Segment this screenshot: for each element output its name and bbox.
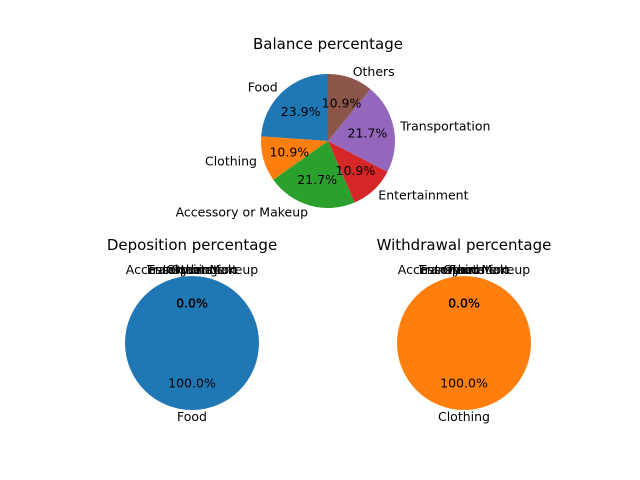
label-clothing: Clothing: [205, 153, 257, 168]
percent-transportation: 21.7%: [348, 125, 388, 140]
percent-entertainment: 10.9%: [336, 163, 376, 178]
pie-labels: Food 0.0% Clothing 100.0% Accessory or Makeu…: [398, 262, 531, 424]
percent-others: 10.9%: [322, 96, 362, 111]
label-accessory-or-makeup: Accessory or Makeup: [126, 262, 259, 277]
percent-food: 100.0%: [168, 376, 216, 391]
pie-wedges: [261, 74, 396, 208]
label-accessory-or-makeup: Accessory or Makeup: [176, 205, 309, 220]
wedge-others: [328, 74, 371, 141]
percent-accessory-or-makeup: 21.7%: [297, 172, 337, 187]
label-others: Others: [353, 64, 395, 79]
pie-wedges: [125, 276, 259, 410]
percent-transportation: 0.0%: [448, 295, 480, 310]
wedge-food: [125, 276, 259, 410]
label-transportation: Transportation: [146, 262, 237, 277]
percent-clothing: 100.0%: [440, 376, 488, 391]
label-entertainment: Entertainment: [378, 187, 468, 202]
label-accessory-or-makeup: Accessory or Makeup: [398, 262, 531, 277]
percent-others: 0.0%: [176, 295, 208, 310]
percent-clothing: 0.0%: [176, 295, 208, 310]
label-food: Food: [248, 80, 278, 95]
percent-accessory-or-makeup: 0.0%: [448, 295, 480, 310]
deposition-chart-title: Deposition percentage: [107, 236, 277, 254]
pie-wedges: [397, 276, 531, 410]
label-food: Food: [177, 409, 207, 424]
wedge-food: [261, 74, 328, 141]
label-transportation: Transportation: [399, 119, 490, 134]
label-food: Food: [449, 262, 479, 277]
deposition-pie-chart: Deposition percentage Food 100.0% Clothing…: [107, 236, 277, 424]
label-clothing: Clothing: [166, 262, 218, 277]
wedge-accessory-or-makeup: [273, 141, 355, 208]
wedge-entertainment: [328, 141, 388, 203]
percent-clothing: 10.9%: [269, 144, 309, 159]
label-entertainment: Entertainment: [147, 262, 237, 277]
label-transportation: Transportation: [418, 262, 509, 277]
label-others: Others: [171, 262, 213, 277]
label-clothing: Clothing: [438, 409, 490, 424]
percent-food: 23.9%: [281, 104, 321, 119]
percent-entertainment: 0.0%: [448, 295, 480, 310]
percent-others: 0.0%: [448, 295, 480, 310]
withdrawal-chart-title: Withdrawal percentage: [377, 236, 552, 254]
percent-transportation: 0.0%: [176, 295, 208, 310]
label-entertainment: Entertainment: [419, 262, 509, 277]
balance-chart-title: Balance percentage: [253, 35, 403, 53]
percent-food: 0.0%: [448, 295, 480, 310]
percent-accessory-or-makeup: 0.0%: [176, 295, 208, 310]
withdrawal-pie-chart: Withdrawal percentage Food 0.0% Clothing 10…: [377, 236, 552, 424]
wedge-transportation: [328, 89, 396, 172]
pie-labels: Food 100.0% Clothing 0.0% Accessory or Makeu…: [126, 262, 259, 424]
wedge-clothing: [261, 136, 328, 180]
percent-entertainment: 0.0%: [176, 295, 208, 310]
wedge-clothing: [397, 276, 531, 410]
label-others: Others: [443, 262, 485, 277]
